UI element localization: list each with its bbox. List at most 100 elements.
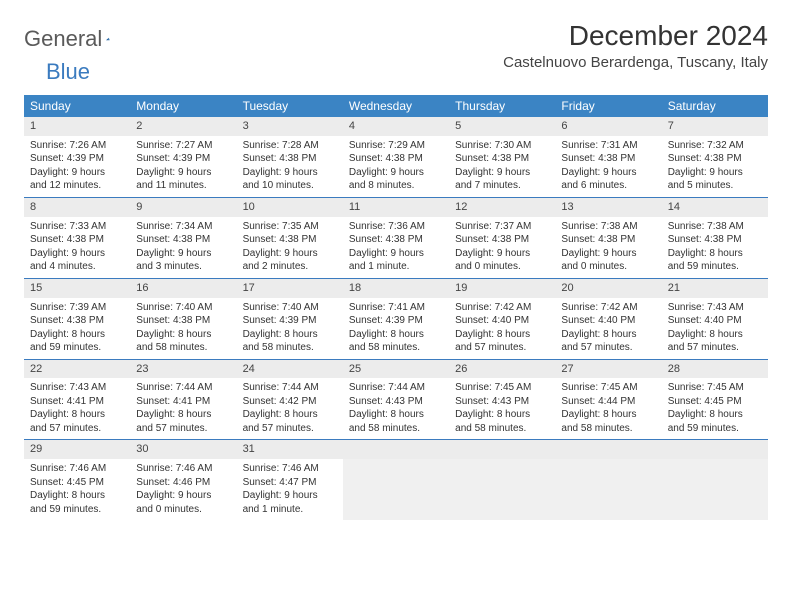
sunset-text: Sunset: 4:40 PM: [455, 314, 549, 328]
weekday-header: Friday: [555, 95, 661, 117]
day-body: Sunrise: 7:30 AMSunset: 4:38 PMDaylight:…: [449, 136, 555, 197]
day-body: Sunrise: 7:41 AMSunset: 4:39 PMDaylight:…: [343, 298, 449, 359]
sunrise-text: Sunrise: 7:44 AM: [136, 381, 230, 395]
day-cell: 3Sunrise: 7:28 AMSunset: 4:38 PMDaylight…: [237, 117, 343, 197]
weekday-header: Tuesday: [237, 95, 343, 117]
day-cell: 19Sunrise: 7:42 AMSunset: 4:40 PMDayligh…: [449, 279, 555, 359]
daylight-text: Daylight: 8 hours and 58 minutes.: [243, 328, 337, 355]
day-cell: 6Sunrise: 7:31 AMSunset: 4:38 PMDaylight…: [555, 117, 661, 197]
day-number: 10: [237, 198, 343, 217]
sunrise-text: Sunrise: 7:38 AM: [561, 220, 655, 234]
day-cell: 14Sunrise: 7:38 AMSunset: 4:38 PMDayligh…: [662, 198, 768, 278]
sunset-text: Sunset: 4:38 PM: [455, 152, 549, 166]
weekday-header: Saturday: [662, 95, 768, 117]
daylight-text: Daylight: 9 hours and 0 minutes.: [455, 247, 549, 274]
day-body: Sunrise: 7:33 AMSunset: 4:38 PMDaylight:…: [24, 217, 130, 278]
sunrise-text: Sunrise: 7:31 AM: [561, 139, 655, 153]
sunrise-text: Sunrise: 7:39 AM: [30, 301, 124, 315]
day-number: 9: [130, 198, 236, 217]
day-cell: 25Sunrise: 7:44 AMSunset: 4:43 PMDayligh…: [343, 360, 449, 440]
day-number: 29: [24, 440, 130, 459]
day-body: Sunrise: 7:28 AMSunset: 4:38 PMDaylight:…: [237, 136, 343, 197]
sunrise-text: Sunrise: 7:29 AM: [349, 139, 443, 153]
daylight-text: Daylight: 8 hours and 58 minutes.: [455, 408, 549, 435]
day-number: 13: [555, 198, 661, 217]
sunset-text: Sunset: 4:38 PM: [30, 314, 124, 328]
sunrise-text: Sunrise: 7:46 AM: [30, 462, 124, 476]
day-body: Sunrise: 7:46 AMSunset: 4:47 PMDaylight:…: [237, 459, 343, 520]
day-cell: 30Sunrise: 7:46 AMSunset: 4:46 PMDayligh…: [130, 440, 236, 520]
daylight-text: Daylight: 9 hours and 1 minute.: [243, 489, 337, 516]
month-title: December 2024: [503, 20, 768, 52]
sunrise-text: Sunrise: 7:46 AM: [136, 462, 230, 476]
sunrise-text: Sunrise: 7:32 AM: [668, 139, 762, 153]
daylight-text: Daylight: 8 hours and 59 minutes.: [668, 247, 762, 274]
day-body: Sunrise: 7:34 AMSunset: 4:38 PMDaylight:…: [130, 217, 236, 278]
sunset-text: Sunset: 4:42 PM: [243, 395, 337, 409]
day-number: 6: [555, 117, 661, 136]
daylight-text: Daylight: 9 hours and 4 minutes.: [30, 247, 124, 274]
daylight-text: Daylight: 9 hours and 10 minutes.: [243, 166, 337, 193]
day-cell: 22Sunrise: 7:43 AMSunset: 4:41 PMDayligh…: [24, 360, 130, 440]
day-body: Sunrise: 7:44 AMSunset: 4:42 PMDaylight:…: [237, 378, 343, 439]
day-cell: 24Sunrise: 7:44 AMSunset: 4:42 PMDayligh…: [237, 360, 343, 440]
sunrise-text: Sunrise: 7:37 AM: [455, 220, 549, 234]
logo-text-blue: Blue: [46, 59, 90, 85]
weekday-header: Monday: [130, 95, 236, 117]
day-cell: 7Sunrise: 7:32 AMSunset: 4:38 PMDaylight…: [662, 117, 768, 197]
day-cell: 21Sunrise: 7:43 AMSunset: 4:40 PMDayligh…: [662, 279, 768, 359]
day-cell: 5Sunrise: 7:30 AMSunset: 4:38 PMDaylight…: [449, 117, 555, 197]
daylight-text: Daylight: 9 hours and 7 minutes.: [455, 166, 549, 193]
day-number: 18: [343, 279, 449, 298]
day-body: Sunrise: 7:36 AMSunset: 4:38 PMDaylight:…: [343, 217, 449, 278]
day-body: Sunrise: 7:46 AMSunset: 4:46 PMDaylight:…: [130, 459, 236, 520]
daylight-text: Daylight: 8 hours and 57 minutes.: [243, 408, 337, 435]
day-body: Sunrise: 7:27 AMSunset: 4:39 PMDaylight:…: [130, 136, 236, 197]
empty-cell: [449, 440, 555, 520]
sunset-text: Sunset: 4:39 PM: [30, 152, 124, 166]
sunrise-text: Sunrise: 7:42 AM: [455, 301, 549, 315]
daylight-text: Daylight: 8 hours and 59 minutes.: [668, 408, 762, 435]
daylight-text: Daylight: 8 hours and 58 minutes.: [136, 328, 230, 355]
daylight-text: Daylight: 9 hours and 5 minutes.: [668, 166, 762, 193]
sunset-text: Sunset: 4:46 PM: [136, 476, 230, 490]
day-number: 22: [24, 360, 130, 379]
day-cell: 1Sunrise: 7:26 AMSunset: 4:39 PMDaylight…: [24, 117, 130, 197]
weekday-header: Wednesday: [343, 95, 449, 117]
day-number: 12: [449, 198, 555, 217]
sunrise-text: Sunrise: 7:38 AM: [668, 220, 762, 234]
sunset-text: Sunset: 4:38 PM: [30, 233, 124, 247]
sunset-text: Sunset: 4:41 PM: [136, 395, 230, 409]
day-cell: 26Sunrise: 7:45 AMSunset: 4:43 PMDayligh…: [449, 360, 555, 440]
daylight-text: Daylight: 8 hours and 57 minutes.: [561, 328, 655, 355]
weekday-header: Thursday: [449, 95, 555, 117]
sunset-text: Sunset: 4:38 PM: [561, 152, 655, 166]
sunset-text: Sunset: 4:47 PM: [243, 476, 337, 490]
sunrise-text: Sunrise: 7:44 AM: [243, 381, 337, 395]
sunset-text: Sunset: 4:45 PM: [30, 476, 124, 490]
day-cell: 27Sunrise: 7:45 AMSunset: 4:44 PMDayligh…: [555, 360, 661, 440]
daylight-text: Daylight: 9 hours and 11 minutes.: [136, 166, 230, 193]
day-number: 5: [449, 117, 555, 136]
sunset-text: Sunset: 4:38 PM: [243, 152, 337, 166]
day-body: Sunrise: 7:45 AMSunset: 4:45 PMDaylight:…: [662, 378, 768, 439]
day-cell: 23Sunrise: 7:44 AMSunset: 4:41 PMDayligh…: [130, 360, 236, 440]
day-cell: 13Sunrise: 7:38 AMSunset: 4:38 PMDayligh…: [555, 198, 661, 278]
week-row: 15Sunrise: 7:39 AMSunset: 4:38 PMDayligh…: [24, 279, 768, 360]
day-number: 26: [449, 360, 555, 379]
logo-text-general: General: [24, 26, 102, 52]
sunset-text: Sunset: 4:38 PM: [349, 152, 443, 166]
day-cell: 15Sunrise: 7:39 AMSunset: 4:38 PMDayligh…: [24, 279, 130, 359]
daylight-text: Daylight: 8 hours and 57 minutes.: [668, 328, 762, 355]
daylight-text: Daylight: 8 hours and 59 minutes.: [30, 328, 124, 355]
day-cell: 29Sunrise: 7:46 AMSunset: 4:45 PMDayligh…: [24, 440, 130, 520]
sunrise-text: Sunrise: 7:26 AM: [30, 139, 124, 153]
day-number: 11: [343, 198, 449, 217]
week-row: 1Sunrise: 7:26 AMSunset: 4:39 PMDaylight…: [24, 117, 768, 198]
sunrise-text: Sunrise: 7:40 AM: [243, 301, 337, 315]
day-body: Sunrise: 7:43 AMSunset: 4:40 PMDaylight:…: [662, 298, 768, 359]
weekday-header-row: SundayMondayTuesdayWednesdayThursdayFrid…: [24, 95, 768, 117]
sunset-text: Sunset: 4:38 PM: [349, 233, 443, 247]
day-body: Sunrise: 7:46 AMSunset: 4:45 PMDaylight:…: [24, 459, 130, 520]
sunset-text: Sunset: 4:39 PM: [136, 152, 230, 166]
